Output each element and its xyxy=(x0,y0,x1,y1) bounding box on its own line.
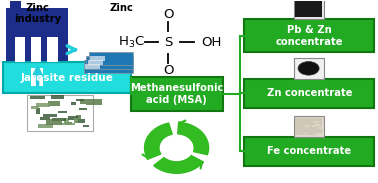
Bar xyxy=(36,108,40,114)
Text: O: O xyxy=(163,64,174,77)
Bar xyxy=(295,0,322,17)
Bar xyxy=(31,106,39,109)
Bar xyxy=(293,58,324,79)
Bar xyxy=(15,37,25,62)
Bar xyxy=(43,114,57,117)
Text: S: S xyxy=(164,36,172,49)
Bar xyxy=(131,77,223,111)
Bar xyxy=(58,111,67,113)
Bar xyxy=(38,124,53,128)
Bar xyxy=(36,103,50,107)
Bar xyxy=(88,52,133,65)
Bar xyxy=(31,37,41,62)
Bar xyxy=(315,124,320,126)
Bar xyxy=(3,61,131,93)
Text: Pb & Zn
concentrate: Pb & Zn concentrate xyxy=(276,25,343,46)
Polygon shape xyxy=(144,123,172,159)
Bar xyxy=(47,37,57,62)
Bar xyxy=(79,108,87,110)
Bar xyxy=(27,95,93,130)
Text: Methanesulfonic
acid (MSA): Methanesulfonic acid (MSA) xyxy=(130,83,223,105)
Bar xyxy=(316,133,320,135)
Bar xyxy=(243,137,373,166)
Bar xyxy=(305,125,309,127)
Bar xyxy=(293,116,324,137)
Bar xyxy=(88,52,133,65)
Ellipse shape xyxy=(298,61,319,75)
Bar xyxy=(65,122,72,125)
Text: OH: OH xyxy=(201,36,222,49)
Polygon shape xyxy=(178,122,209,155)
Text: Fe concentrate: Fe concentrate xyxy=(268,146,352,156)
Bar xyxy=(318,127,323,129)
Bar xyxy=(68,116,78,120)
Bar xyxy=(86,56,133,69)
Bar xyxy=(86,56,133,69)
Bar xyxy=(60,123,75,125)
Bar xyxy=(320,133,324,135)
Bar xyxy=(314,121,319,123)
Bar xyxy=(40,117,50,120)
Text: Zinc
industry: Zinc industry xyxy=(14,3,61,24)
Bar xyxy=(84,60,133,73)
Bar xyxy=(295,118,322,135)
Bar xyxy=(76,115,81,120)
Text: Zinc: Zinc xyxy=(109,3,133,12)
Bar xyxy=(84,60,133,73)
Bar xyxy=(46,119,62,124)
Bar xyxy=(64,118,69,124)
Bar xyxy=(75,119,85,123)
Bar xyxy=(293,0,324,19)
Text: Zn concentrate: Zn concentrate xyxy=(267,88,352,98)
Bar xyxy=(85,64,101,69)
Text: Jarosite residue: Jarosite residue xyxy=(20,72,113,83)
Bar xyxy=(303,132,307,134)
Bar xyxy=(30,96,45,99)
Bar xyxy=(83,125,89,127)
Bar xyxy=(6,8,68,88)
Bar xyxy=(243,19,373,53)
Bar xyxy=(10,0,22,17)
Text: O: O xyxy=(163,8,174,21)
Bar xyxy=(76,99,84,101)
Bar xyxy=(71,102,76,105)
Bar xyxy=(90,56,105,61)
Bar xyxy=(74,118,78,123)
Bar xyxy=(52,118,66,121)
Polygon shape xyxy=(154,156,203,173)
Bar xyxy=(48,101,60,107)
Bar xyxy=(243,79,373,108)
Bar xyxy=(51,95,64,99)
Text: H$_3$C: H$_3$C xyxy=(118,35,144,50)
Bar xyxy=(312,125,316,127)
Bar xyxy=(80,99,86,104)
Bar xyxy=(31,68,43,86)
Bar xyxy=(88,60,103,65)
Bar xyxy=(85,100,102,105)
